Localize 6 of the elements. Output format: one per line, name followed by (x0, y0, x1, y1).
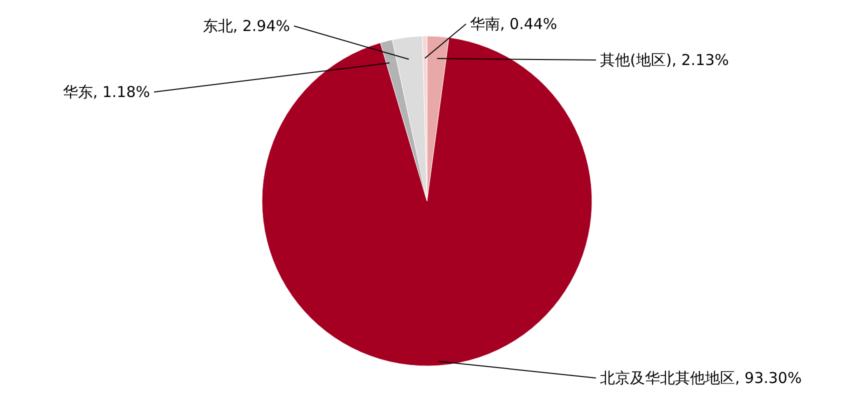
slice-label: 华东, 1.18% (62, 83, 150, 101)
slice-label: 华南, 0.44% (470, 15, 558, 33)
slice-label: 东北, 2.94% (202, 17, 290, 35)
slice-label: 北京及华北其他地区, 93.30% (600, 369, 802, 387)
slice-label: 其他(地区), 2.13% (600, 51, 729, 69)
pie-slice (262, 37, 592, 366)
